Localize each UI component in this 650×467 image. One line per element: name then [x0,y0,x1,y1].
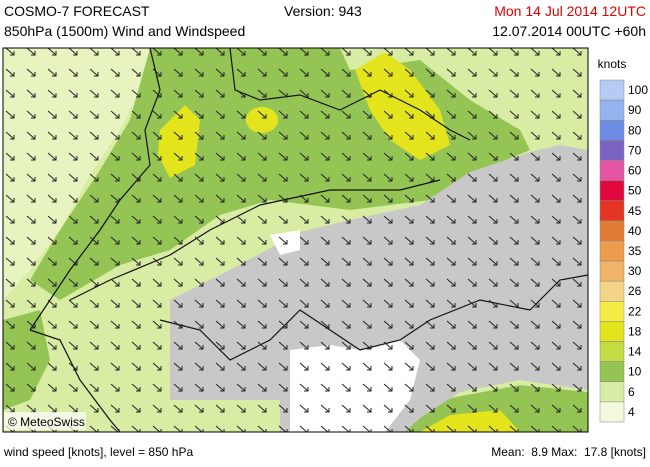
legend-label: 14 [628,345,642,359]
legend-swatch [599,240,625,262]
legend-label: 26 [628,284,642,298]
legend-swatch [599,361,625,383]
legend-swatch [599,99,625,121]
copyright-bg [4,412,86,430]
legend-swatch [599,260,625,282]
legend-swatch [599,301,625,322]
footer-right: Mean: 8.9 Max: 17.8 [knots] [491,445,646,459]
legend-swatch [599,119,625,141]
legend-title: knots [598,57,627,71]
footer-left: wind speed [knots], level = 850 hPa [3,445,193,459]
wind-arrows [3,48,588,432]
legend-swatch [599,280,625,302]
legend-label: 80 [628,123,642,137]
legend-label: 6 [628,385,635,399]
run-time: 12.07.2014 00UTC +60h [492,23,646,39]
subtitle: 850hPa (1500m) Wind and Windspeed [4,23,245,39]
legend-label: 60 [628,164,642,178]
map: © MeteoSwiss [3,48,588,432]
legend-swatch [599,200,625,222]
legend-swatch [599,220,625,242]
legend-label: 22 [628,304,642,318]
title: COSMO-7 FORECAST [4,3,150,19]
legend-label: 100 [628,83,648,97]
legend-swatch [599,321,625,342]
valid-time: Mon 14 Jul 2014 12UTC [494,3,646,19]
legend-swatch [599,140,625,161]
legend-label: 90 [628,103,642,117]
legend-label: 4 [628,405,635,419]
legend-label: 30 [628,264,642,278]
legend-swatch [599,341,625,362]
legend-swatch [599,79,625,101]
legend-label: 10 [628,365,642,379]
legend-swatch [599,180,625,201]
legend-swatch [599,381,625,403]
legend-label: 40 [628,224,642,238]
legend: 100 90 80 70 60 50 45 40 35 30 26 22 18 14 10 6 4 [599,79,648,423]
legend-label: 35 [628,244,642,258]
legend-swatch [599,401,625,423]
map-frame [2,47,589,433]
legend-label: 50 [628,184,642,198]
legend-label: 70 [628,143,642,157]
copyright: © MeteoSwiss [8,415,85,429]
version: Version: 943 [284,3,362,19]
legend-swatch [599,160,625,181]
legend-label: 18 [628,324,642,338]
legend-label: 45 [628,204,642,218]
